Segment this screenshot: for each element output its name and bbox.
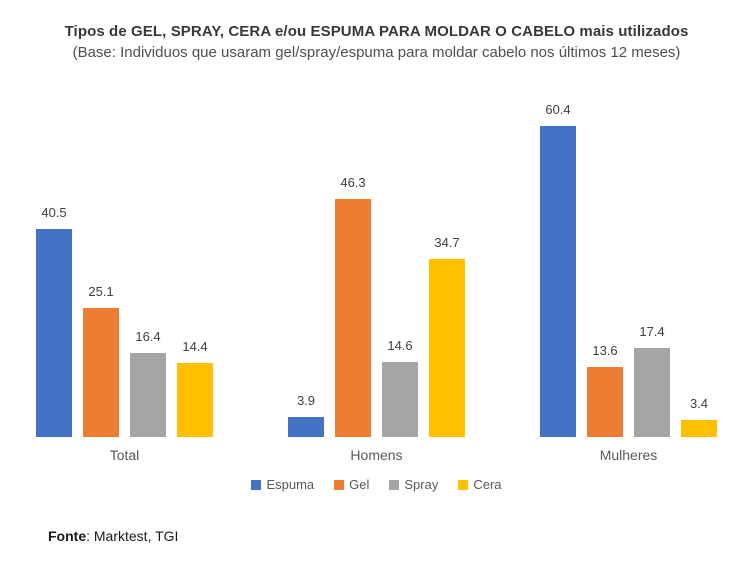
bar-spray-total [130,352,166,438]
source-text: : Marktest, TGI [86,528,179,544]
legend-item-gel: Gel [334,477,369,492]
bars-mulheres: 60.4 13.6 17.4 3.4 [540,92,717,438]
value-label-spray-mulheres: 17.4 [639,323,665,339]
bar-spray-mulheres [634,347,670,438]
bar-wrap-cera-total: 14.4 [177,339,213,438]
bars-homens: 3.9 46.3 14.6 34.7 [288,92,465,438]
value-label-espuma-mulheres: 60.4 [545,102,571,118]
legend-swatch-gel [334,479,345,490]
bar-spray-homens [382,362,418,438]
bar-wrap-gel-total: 25.1 [83,284,119,438]
bar-gel-homens [335,198,371,438]
bar-wrap-espuma-mulheres: 60.4 [540,102,576,438]
source-label: Fonte [48,528,87,544]
bar-espuma-total [36,228,72,438]
source-note: Fonte: Marktest, TGI [48,528,178,544]
bar-gel-total [83,308,119,438]
value-label-cera-total: 14.4 [182,339,208,355]
bar-wrap-spray-total: 16.4 [130,328,166,438]
value-label-gel-total: 25.1 [88,284,114,300]
category-label-homens: Homens [350,447,403,464]
bar-gel-mulheres [587,367,623,438]
legend-label-gel: Gel [349,477,370,493]
legend-item-espuma: Espuma [251,477,314,492]
value-label-cera-homens: 34.7 [434,234,460,250]
category-label-mulheres: Mulheres [599,447,658,464]
bar-cera-mulheres [681,419,717,438]
bar-wrap-gel-homens: 46.3 [335,174,371,438]
value-label-gel-mulheres: 13.6 [592,343,618,359]
bar-cera-homens [429,258,465,438]
value-label-espuma-homens: 3.9 [296,393,316,409]
chart-title: Tipos de GEL, SPRAY, CERA e/ou ESPUMA PA… [64,23,689,40]
bar-wrap-cera-homens: 34.7 [429,235,465,438]
value-label-cera-mulheres: 3.4 [689,395,709,411]
legend-label-espuma: Espuma [266,477,315,493]
bar-wrap-spray-homens: 14.6 [382,338,418,438]
legend-swatch-spray [389,479,400,490]
category-group-total: 40.5 25.1 16.4 14.4 Total [36,92,213,463]
value-label-spray-homens: 14.6 [387,338,413,354]
legend-label-spray: Spray [404,477,439,493]
bar-wrap-espuma-total: 40.5 [36,205,72,438]
bar-cera-total [177,363,213,438]
legend: Espuma Gel Spray Cera [36,477,717,492]
bar-espuma-homens [288,417,324,438]
chart-header: Tipos de GEL, SPRAY, CERA e/ou ESPUMA PA… [36,22,717,63]
bar-wrap-espuma-homens: 3.9 [288,393,324,438]
bar-wrap-cera-mulheres: 3.4 [681,396,717,438]
bars-total: 40.5 25.1 16.4 14.4 [36,92,213,438]
category-group-mulheres: 60.4 13.6 17.4 3.4 Mulheres [540,92,717,463]
category-group-homens: 3.9 46.3 14.6 34.7 Homens [288,92,465,463]
legend-swatch-cera [458,479,469,490]
plot-area: 40.5 25.1 16.4 14.4 Total 3.9 46.3 14.6 34.7 Home… [36,92,717,463]
legend-swatch-espuma [251,479,262,490]
value-label-gel-homens: 46.3 [340,174,366,190]
value-label-spray-total: 16.4 [135,328,161,344]
legend-label-cera: Cera [473,477,502,493]
bar-wrap-gel-mulheres: 13.6 [587,343,623,438]
legend-item-cera: Cera [458,477,502,493]
chart-subtitle: (Base: Individuos que usaram gel/spray/e… [72,43,681,61]
bar-espuma-mulheres [540,126,576,438]
value-label-espuma-total: 40.5 [41,204,67,220]
bar-wrap-spray-mulheres: 17.4 [634,324,670,438]
legend-item-spray: Spray [389,477,438,492]
category-label-total: Total [109,447,140,464]
